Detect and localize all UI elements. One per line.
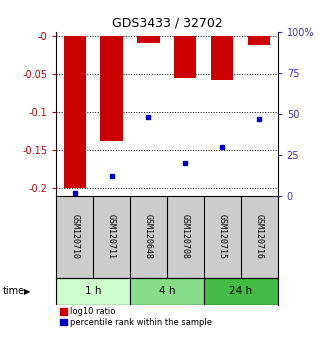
Text: 24 h: 24 h — [229, 286, 252, 296]
Bar — [204, 278, 278, 305]
Bar — [248, 36, 270, 45]
Title: GDS3433 / 32702: GDS3433 / 32702 — [111, 16, 222, 29]
Bar — [211, 36, 233, 80]
Text: GSM120711: GSM120711 — [107, 214, 116, 259]
Legend: log10 ratio, percentile rank within the sample: log10 ratio, percentile rank within the … — [60, 307, 213, 327]
Text: ▶: ▶ — [24, 287, 30, 296]
Bar — [137, 36, 160, 43]
Text: GSM120648: GSM120648 — [144, 214, 153, 259]
Text: GSM120715: GSM120715 — [218, 214, 227, 259]
Bar — [130, 278, 204, 305]
Bar — [174, 36, 196, 78]
Text: 1 h: 1 h — [85, 286, 101, 296]
Bar — [64, 36, 86, 188]
Text: 4 h: 4 h — [159, 286, 175, 296]
Text: time: time — [3, 286, 25, 296]
Text: GSM120710: GSM120710 — [70, 214, 79, 259]
Text: GSM120716: GSM120716 — [255, 214, 264, 259]
Bar — [100, 36, 123, 141]
Text: GSM120708: GSM120708 — [181, 214, 190, 259]
Bar — [56, 278, 130, 305]
